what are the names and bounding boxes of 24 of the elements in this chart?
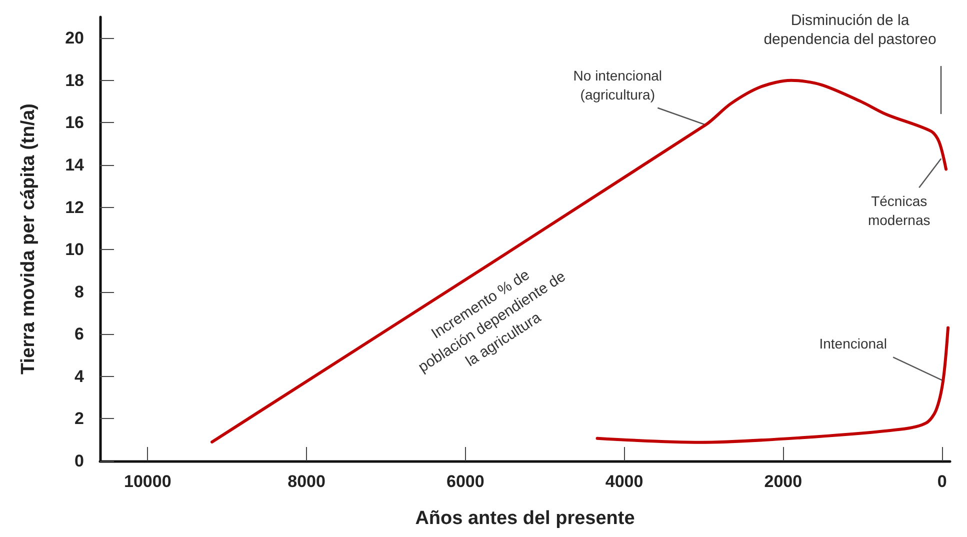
x-axis-title: Años antes del presente [415,508,635,529]
y-tick-label: 6 [74,324,84,344]
x-tick-label: 8000 [288,472,326,491]
y-tick-label: 12 [65,198,84,217]
y-tick-label: 18 [65,70,84,90]
annotation: Disminución de la dependencia del pastoreo [764,12,936,48]
annotation: Intencional [819,336,887,352]
x-tick-label: 4000 [605,472,644,491]
y-tick-label: 10 [65,240,84,260]
annotation: No intencional (agricultura) [573,67,662,102]
y-tick-label: 20 [65,28,84,48]
line-series [596,326,950,444]
x-tick-label: 0 [937,472,947,491]
y-tick-label: 0 [74,452,84,470]
y-axis-title: Tierra movida per cápita (tn/a) [18,103,39,375]
y-tick-label: 14 [65,156,85,174]
annotation: Técnicas modernas [868,193,930,228]
x-tick-label: 2000 [764,472,802,491]
y-tick-label: 16 [65,113,84,132]
y-tick-label: 2 [74,409,84,428]
x-tick-label: 10000 [124,472,172,491]
y-tick-label: 4 [74,366,85,386]
y-tick-label: 8 [74,282,84,302]
x-tick-label: 6000 [446,472,484,491]
